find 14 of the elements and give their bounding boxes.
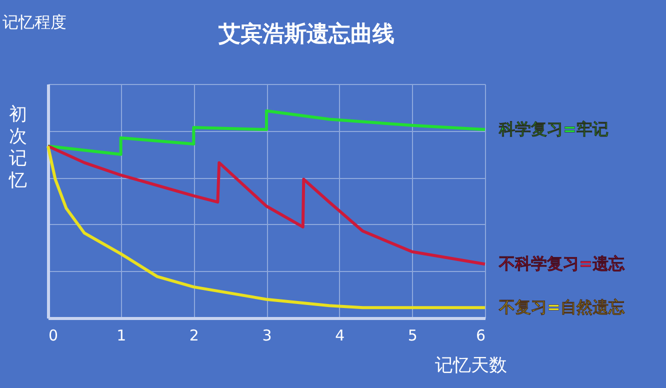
chart-title: 艾宾浩斯遗忘曲线: [218, 21, 394, 47]
x-axis-title: 记忆天数: [435, 355, 507, 376]
x-tick-label: 4: [335, 326, 345, 344]
x-tick-label: 2: [189, 326, 199, 344]
series-label: 不复习=自然遗忘: [498, 298, 626, 317]
annotation: 初次记忆: [8, 104, 27, 192]
series-label: 不科学复习=遗忘: [498, 254, 626, 274]
x-tick-label: 0: [48, 326, 58, 344]
series-label: 科学复习=牢记: [498, 120, 608, 139]
x-tick-label: 5: [408, 326, 418, 344]
x-tick-label: 6: [476, 326, 486, 344]
y-axis-title: 记忆程度: [2, 12, 66, 32]
x-tick-label: 1: [116, 326, 126, 344]
x-tick-label: 3: [262, 326, 272, 344]
